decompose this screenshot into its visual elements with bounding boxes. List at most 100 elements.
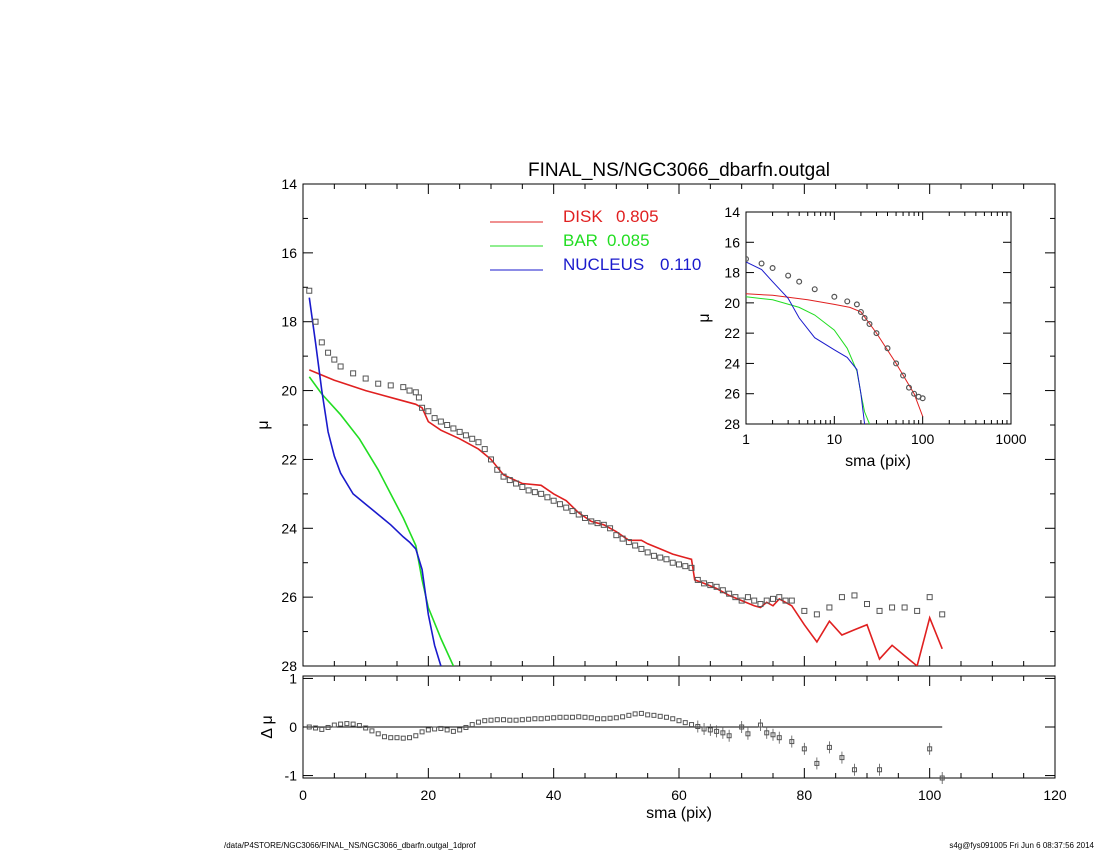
main-data-point — [406, 387, 413, 394]
inset-y-tick-label: 28 — [724, 416, 740, 432]
residual-data-point — [557, 714, 563, 720]
residual-data-point — [432, 726, 438, 732]
residual-data-point — [425, 727, 431, 733]
inset-x-tick-label: 10 — [827, 431, 843, 447]
main-data-point — [525, 487, 532, 494]
main-data-point — [901, 604, 908, 611]
residual-data-point — [776, 735, 782, 741]
residual-data-point — [939, 775, 945, 781]
residual-data-point — [582, 714, 588, 720]
main-data-point — [513, 480, 520, 487]
residual-data-point — [450, 728, 456, 734]
main-data-point — [588, 518, 595, 525]
residual-data-point — [344, 721, 350, 727]
residual-data-point — [400, 735, 406, 741]
main-data-point — [538, 490, 545, 497]
main-y-tick-label: 20 — [281, 383, 297, 399]
residual-data-point — [331, 722, 337, 728]
main-data-point — [851, 592, 858, 599]
legend-nucleus-value: 0.110 — [660, 255, 701, 274]
inset-y-tick-label: 22 — [724, 325, 740, 341]
residual-data-point — [488, 717, 494, 723]
residual-data-point — [607, 715, 613, 721]
main-data-point — [437, 418, 444, 425]
residual-data-point — [657, 713, 663, 719]
footer-timestamp: s4g@fys091005 Fri Jun 6 08:37:56 2014 — [949, 841, 1094, 850]
residual-data-point — [839, 755, 845, 761]
main-data-point — [613, 532, 620, 539]
main-data-point — [600, 521, 607, 528]
residual-data-point — [701, 726, 707, 732]
main-data-point — [625, 539, 632, 546]
inset-panel: μ sma (pix) 14 16 18 20 22 24 26 281 10 100 1000 — [696, 204, 1027, 470]
main-data-point — [563, 504, 570, 511]
main-data-point — [826, 604, 833, 611]
inset-y-axis-label: μ — [696, 313, 713, 322]
residual-data-point — [814, 760, 820, 766]
inset-series — [746, 255, 926, 424]
residual-data-point — [676, 718, 682, 724]
residual-data-point — [695, 724, 701, 730]
inset-data-point — [857, 308, 864, 315]
inset-data-point — [919, 395, 926, 402]
residual-data-point — [369, 728, 375, 734]
inset-data-point — [893, 360, 900, 367]
legend-disk-value: 0.805 — [616, 207, 659, 226]
main-data-point — [782, 597, 789, 604]
main-data-point — [694, 576, 701, 583]
main-data-point — [607, 525, 614, 532]
residual-x-axis-label: sma (pix) — [646, 805, 712, 822]
main-data-point — [306, 287, 313, 294]
inset-x-axis-label: sma (pix) — [845, 453, 911, 470]
main-data-point — [939, 611, 946, 618]
inset-y-tick-label: 14 — [724, 204, 740, 220]
main-data-point — [688, 564, 695, 571]
residual-data-point — [720, 730, 726, 736]
inset-data-point — [905, 384, 912, 391]
main-data-point — [431, 415, 438, 422]
residual-data-point — [469, 722, 475, 728]
main-data-point — [419, 404, 426, 411]
residual-data-point — [877, 767, 883, 773]
inset-data-point — [785, 272, 792, 279]
residual-data-point — [682, 720, 688, 726]
residual-data-point — [726, 733, 732, 739]
main-y-axis-label: μ — [255, 420, 272, 429]
main-data-point — [889, 604, 896, 611]
main-data-point — [318, 339, 325, 346]
main-data-point — [450, 425, 457, 432]
residual-data-point — [475, 719, 481, 725]
inset-ticks: 14 16 18 20 22 24 26 281 10 100 1000 — [724, 204, 1026, 447]
residual-data-point — [670, 716, 676, 722]
main-data-point — [650, 552, 657, 559]
inset-data-point — [746, 255, 749, 262]
residual-data-point — [789, 739, 795, 745]
residual-data-point — [745, 731, 751, 737]
residual-x-tick-label: 20 — [421, 787, 437, 803]
inset-data-point — [900, 372, 907, 379]
inset-data-point — [866, 321, 873, 328]
residual-data-point — [601, 716, 607, 722]
main-data-point — [569, 508, 576, 515]
residual-data-point — [620, 714, 626, 720]
residual-data-point — [375, 731, 381, 737]
residual-data-point — [482, 718, 488, 724]
main-data-point — [676, 561, 682, 568]
inset-series-bar-line — [746, 296, 870, 424]
residual-y-tick-label: -1 — [285, 768, 298, 784]
inset-y-tick-label: 26 — [724, 386, 740, 402]
main-y-tick-label: 24 — [281, 520, 297, 536]
main-data-point — [669, 559, 676, 566]
main-data-point — [387, 382, 394, 389]
residual-data-point — [626, 712, 632, 718]
main-series-disk-line — [308, 369, 943, 666]
inset-data-point — [911, 390, 918, 397]
residual-data-point — [444, 727, 450, 733]
main-data-point — [415, 394, 422, 401]
main-data-point — [751, 597, 758, 604]
inset-data-point — [873, 330, 880, 337]
residual-data-point — [544, 715, 550, 721]
residual-data-point — [595, 716, 601, 722]
main-data-point — [707, 582, 714, 589]
main-data-point — [788, 597, 795, 604]
